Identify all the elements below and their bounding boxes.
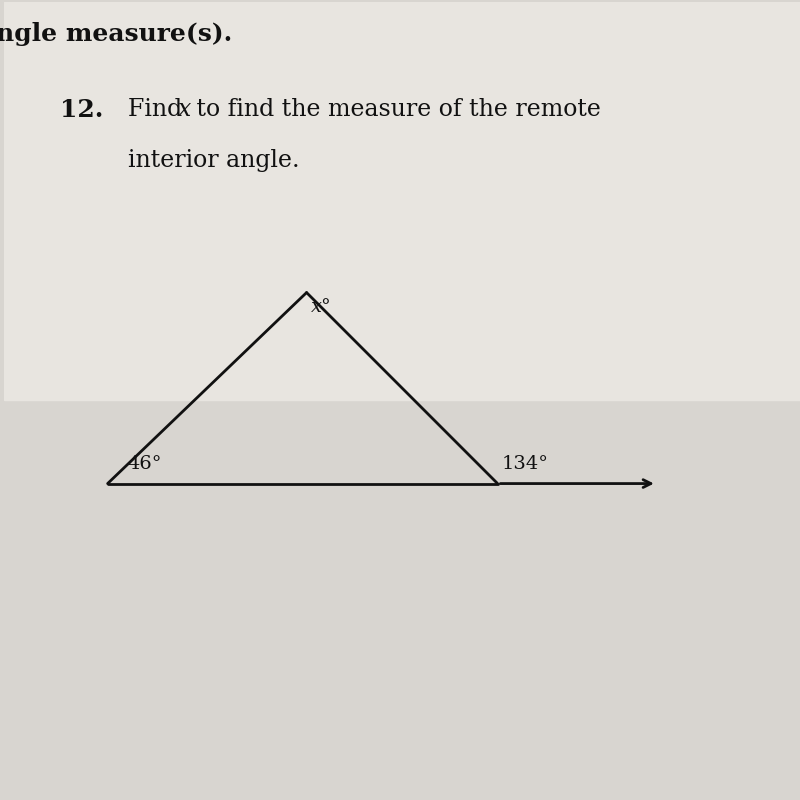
Text: x°: x°: [310, 298, 331, 316]
Text: interior angle.: interior angle.: [127, 150, 299, 172]
Text: ngle measure(s).: ngle measure(s).: [0, 22, 233, 46]
Text: 134°: 134°: [502, 455, 549, 474]
Text: Find: Find: [127, 98, 190, 121]
Text: 46°: 46°: [127, 455, 162, 474]
Text: x: x: [178, 98, 191, 121]
Text: to find the measure of the remote: to find the measure of the remote: [189, 98, 601, 121]
Bar: [4, 2, 800, 400]
Text: 12.: 12.: [60, 98, 103, 122]
